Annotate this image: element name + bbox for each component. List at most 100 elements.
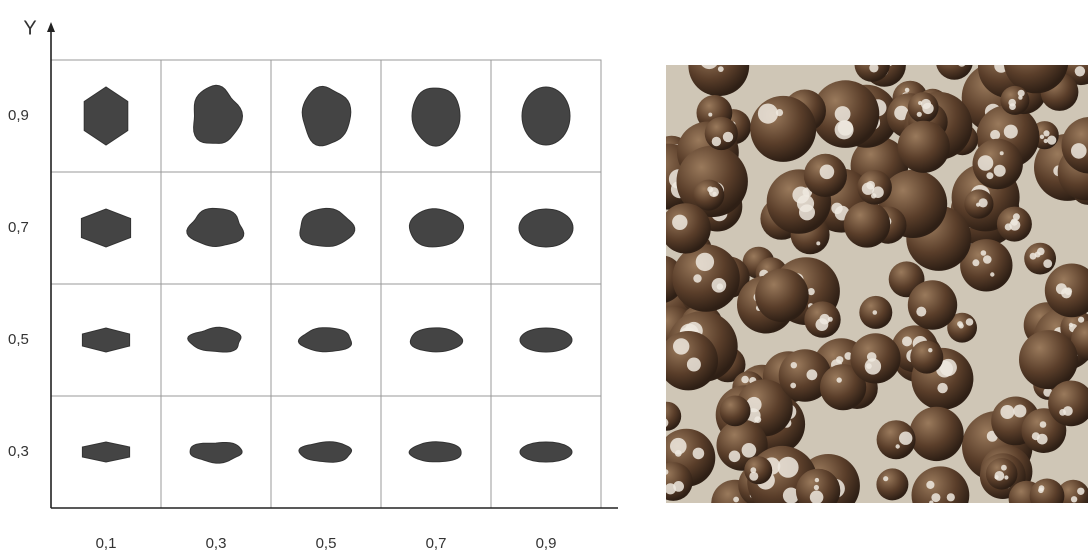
grain-crust	[1038, 488, 1044, 494]
grain-crust	[943, 54, 951, 62]
particle-shapes	[81, 85, 573, 463]
grain	[855, 46, 890, 81]
grain-crust	[672, 215, 687, 230]
grain-crust	[1040, 421, 1047, 428]
grain	[755, 269, 809, 323]
grain-crust	[1008, 99, 1016, 107]
particle	[300, 208, 355, 246]
particle	[410, 328, 462, 352]
grain-crust	[655, 299, 660, 304]
grain-crust	[876, 58, 880, 62]
grain-crust	[1072, 47, 1087, 62]
grain	[1030, 479, 1065, 514]
grain-crust	[1013, 213, 1020, 220]
x-tick-label: 0,7	[426, 535, 447, 552]
grain-crust	[917, 112, 922, 117]
particle	[522, 87, 570, 145]
grain-crust	[658, 411, 664, 417]
grain-crust	[881, 52, 896, 67]
grain-crust	[815, 478, 819, 482]
grain-crust	[928, 348, 932, 352]
grain-crust	[1078, 317, 1084, 323]
grain-crust	[922, 103, 933, 114]
axis-label: Y	[23, 17, 36, 39]
grain-crust	[1000, 405, 1014, 419]
grain	[898, 121, 950, 173]
grain-crust	[741, 376, 749, 384]
grain-crust	[1044, 139, 1048, 143]
grain-crust	[1065, 287, 1073, 295]
grain-crust	[994, 165, 1006, 177]
grain-crust	[723, 132, 733, 142]
grain-crust	[1047, 136, 1056, 145]
grain	[1019, 330, 1078, 389]
grain-crust	[700, 50, 719, 69]
grain	[688, 35, 749, 96]
grain-crust	[1071, 143, 1087, 159]
grain-crust	[990, 130, 1000, 140]
grain-crust	[665, 483, 676, 494]
grain-crust	[835, 106, 851, 122]
grain-crust	[700, 48, 707, 55]
grain-crust	[873, 310, 878, 315]
grain-crust	[729, 451, 741, 463]
grain-crust	[916, 307, 926, 317]
grain	[1004, 29, 1069, 94]
particle	[299, 442, 352, 463]
particle	[194, 85, 243, 143]
grain-crust	[814, 485, 819, 490]
grain-crust	[972, 259, 979, 266]
grain-crust	[673, 338, 689, 354]
particle	[81, 209, 130, 247]
particle	[520, 442, 572, 462]
grain-crust	[742, 443, 757, 458]
grain-crust	[1043, 259, 1052, 268]
x-tick-label: 0,9	[536, 535, 557, 552]
grain-crust	[708, 113, 712, 117]
grain-crust	[816, 241, 820, 245]
x-tick-label: 0,3	[206, 535, 227, 552]
grain-crust	[1037, 248, 1045, 256]
grain-crust	[696, 253, 714, 271]
y-tick-label: 0,9	[8, 107, 29, 124]
grain-crust	[758, 104, 778, 124]
grain-crust	[1018, 95, 1022, 99]
grain-crust	[979, 198, 988, 207]
grain-crust	[1004, 475, 1008, 479]
grain	[705, 117, 738, 150]
grain-crust	[1004, 125, 1018, 139]
grain-crust	[819, 314, 830, 325]
x-tick-label: 0,1	[96, 535, 117, 552]
grain-crust	[899, 432, 912, 445]
grain-crust	[862, 57, 868, 63]
grain-crust	[651, 337, 658, 344]
grain-crust	[865, 358, 881, 374]
particle	[84, 87, 128, 145]
particle	[298, 328, 351, 352]
grain-crust	[931, 493, 940, 502]
grain-crust	[808, 288, 815, 295]
grain-crust	[799, 204, 815, 220]
grain-crust	[721, 49, 725, 53]
grain-crust	[983, 255, 992, 264]
grain-crust	[663, 469, 669, 475]
grain	[912, 466, 970, 524]
grain-crust	[792, 187, 809, 204]
grain	[936, 43, 973, 80]
grain-crust	[1030, 253, 1037, 260]
y-tick-label: 0,5	[8, 331, 29, 348]
grain-crust	[791, 362, 797, 368]
grain	[1024, 243, 1056, 275]
grain-crust	[1059, 409, 1066, 416]
grain-crust	[790, 383, 796, 389]
grain-crust	[957, 321, 963, 327]
grain-crust	[693, 274, 701, 282]
grain-crust	[749, 472, 758, 481]
grain-crust	[712, 278, 727, 293]
particle	[409, 442, 461, 462]
grain-crust	[926, 481, 934, 489]
grain-crust	[1032, 432, 1040, 440]
grain	[744, 456, 772, 484]
grain	[910, 341, 943, 374]
grain	[720, 396, 751, 427]
